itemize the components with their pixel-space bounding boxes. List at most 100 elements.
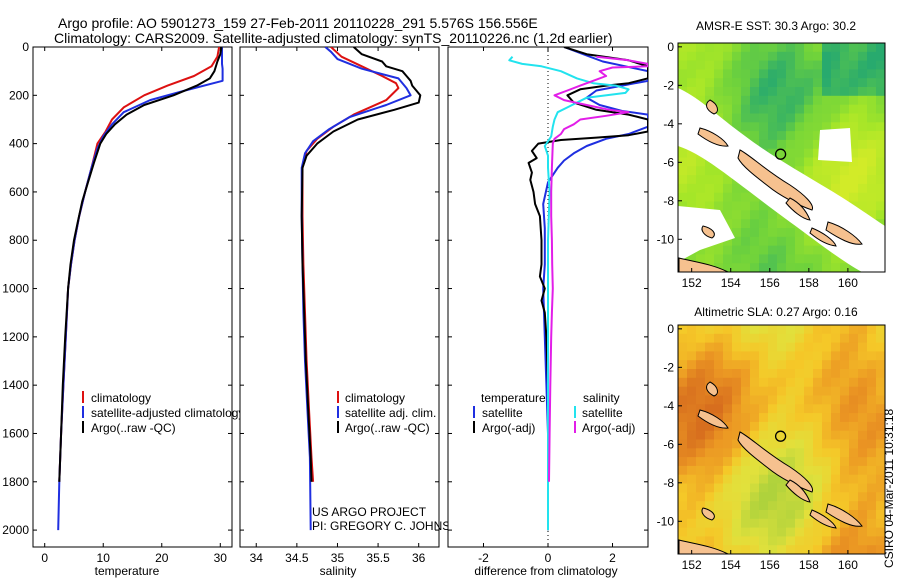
sla-heatmap-cell — [750, 421, 760, 432]
sla-heatmap-cell — [687, 430, 697, 441]
legend-salinity-heading: salinity — [583, 391, 620, 405]
sla-heatmap-cell — [840, 377, 850, 388]
legend-argo-label: Argo(..raw -QC) — [91, 421, 176, 435]
sst-heatmap-cell — [723, 245, 733, 255]
sla-heatmap-cell — [687, 448, 697, 458]
sla-heatmap-cell — [831, 342, 841, 352]
sla-heatmap-cell — [705, 404, 715, 414]
sst-heatmap-cell — [831, 157, 841, 167]
legend-temp-satellite-label: satellite — [482, 406, 523, 420]
sla-heatmap-cell — [804, 518, 814, 529]
sla-heatmap-cell — [822, 501, 832, 511]
sla-heatmap-cell — [687, 386, 697, 397]
sla-heatmap-cell — [858, 501, 868, 511]
sst-heatmap-cell — [768, 139, 778, 150]
sla-heatmap-cell — [705, 465, 715, 476]
salinity-xtick-label: 35.5 — [366, 551, 390, 565]
sla-heatmap-cell — [804, 342, 814, 352]
sst-heatmap-cell — [714, 175, 724, 185]
sst-heatmap-cell — [822, 78, 832, 88]
sst-heatmap-cell — [849, 95, 859, 106]
sla-heatmap-cell — [858, 430, 868, 441]
sla-heatmap-cell — [750, 501, 760, 511]
sst-heatmap-cell — [849, 157, 859, 167]
sla-heatmap-cell — [822, 351, 832, 361]
sst-heatmap-cell — [858, 201, 868, 211]
sst-heatmap-cell — [813, 139, 823, 150]
sst-heatmap-cell — [831, 69, 841, 79]
sla-heatmap-cell — [705, 395, 715, 405]
sst-heatmap-cell — [840, 104, 850, 115]
sla-heatmap-cell — [768, 474, 778, 485]
sst-heatmap-cell — [678, 69, 688, 79]
sla-heatmap-cell — [732, 333, 742, 344]
sla-heatmap-cell — [831, 545, 841, 554]
sla-heatmap-cell — [696, 342, 706, 352]
sst-heatmap-cell — [858, 139, 868, 150]
sla-heatmap-cell — [777, 527, 787, 537]
sla-heatmap-cell — [723, 536, 733, 546]
sla-heatmap-cell — [678, 377, 688, 388]
difference-series-salinity-argo-adj- — [548, 55, 648, 482]
sst-heatmap-cell — [849, 192, 859, 203]
sla-heatmap-cell — [867, 413, 877, 423]
sla-heatmap-cell — [714, 483, 724, 493]
sla-lat-label: -6 — [663, 437, 674, 451]
sla-heatmap-cell — [732, 369, 742, 379]
sla-heatmap-cell — [768, 342, 778, 352]
sla-heatmap-cell — [741, 395, 751, 405]
sst-heatmap-cell — [804, 87, 814, 97]
sst-heatmap-cell — [732, 78, 742, 88]
sla-heatmap-cell — [786, 333, 796, 344]
sla-heatmap-cell — [714, 527, 724, 537]
sst-heatmap-cell — [813, 166, 823, 176]
sst-heatmap-cell — [768, 148, 778, 159]
sla-heatmap-cell — [795, 545, 805, 554]
sla-heatmap-cell — [831, 351, 841, 361]
sst-heatmap-cell — [786, 254, 796, 264]
sla-heatmap-cell — [750, 377, 760, 388]
sla-heatmap-cell — [750, 527, 760, 537]
sla-heatmap-cell — [822, 369, 832, 379]
sst-heatmap-cell — [867, 148, 877, 159]
sst-heatmap-cell — [705, 166, 715, 176]
sla-heatmap-cell — [768, 536, 778, 546]
sla-heatmap-cell — [759, 333, 769, 344]
sla-heatmap-cell — [822, 527, 832, 537]
salinity-xtick-label: 34.5 — [285, 551, 309, 565]
sst-heatmap-cell — [741, 104, 751, 115]
sla-heatmap-cell — [858, 483, 868, 493]
sst-heatmap-cell — [696, 175, 706, 185]
sst-heatmap-cell — [696, 95, 706, 106]
sst-heatmap-cell — [714, 95, 724, 106]
sla-heatmap-cell — [759, 325, 769, 335]
sst-heatmap-cell — [822, 254, 832, 264]
sst-heatmap-cell — [858, 95, 868, 106]
sla-heatmap-cell — [741, 386, 751, 397]
sla-heatmap-cell — [804, 430, 814, 441]
sla-heatmap-cell — [777, 430, 787, 441]
sst-heatmap-cell — [804, 104, 814, 115]
sst-heatmap-cell — [723, 236, 733, 247]
sla-heatmap-cell — [822, 474, 832, 485]
sla-heatmap-cell — [723, 395, 733, 405]
sst-heatmap-cell — [804, 51, 814, 62]
difference-xtick-label: 2 — [609, 551, 616, 565]
sst-heatmap-cell — [867, 122, 877, 132]
sla-heatmap-cell — [840, 439, 850, 449]
sst-heatmap-cell — [714, 87, 724, 97]
sla-heatmap-cell — [867, 465, 877, 476]
sla-heatmap-cell — [822, 404, 832, 414]
sla-heatmap-cell — [768, 510, 778, 520]
sla-heatmap-cell — [867, 421, 877, 432]
sst-heatmap-cell — [795, 60, 805, 70]
sst-heatmap-cell — [768, 113, 778, 123]
sla-heatmap-cell — [867, 369, 877, 379]
sla-heatmap-cell — [759, 439, 769, 449]
sla-heatmap-cell — [804, 413, 814, 423]
sst-heatmap-cell — [732, 69, 742, 79]
sst-heatmap-cell — [750, 78, 760, 88]
sla-heatmap-cell — [822, 421, 832, 432]
sst-heatmap-cell — [849, 122, 859, 132]
sla-heatmap-cell — [840, 492, 850, 502]
